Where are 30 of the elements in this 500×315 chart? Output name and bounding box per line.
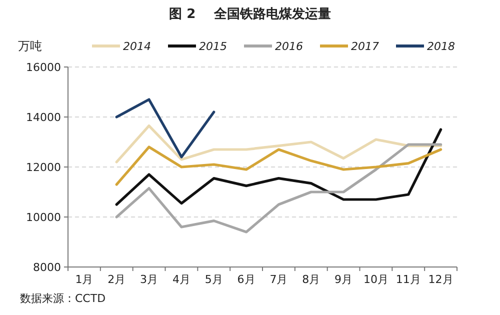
x-tick-label: 7月 — [270, 273, 288, 286]
x-tick-label: 10月 — [363, 273, 388, 286]
x-tick-label: 3月 — [140, 273, 158, 286]
y-tick-label: 12000 — [26, 161, 61, 174]
x-tick-label: 6月 — [237, 273, 256, 286]
y-tick-label: 8000 — [33, 261, 61, 274]
legend-label: 2017 — [351, 40, 379, 53]
line-series — [115, 143, 442, 234]
line-series — [115, 98, 216, 158]
y-tick-label: 10000 — [26, 211, 61, 224]
line-series — [115, 128, 442, 206]
legend-label: 2014 — [123, 40, 151, 53]
line-series — [115, 124, 442, 164]
x-tick-label: 12月 — [428, 273, 454, 286]
x-tick-label: 9月 — [334, 273, 353, 286]
y-tick-label: 14000 — [26, 111, 61, 124]
legend-label: 2016 — [275, 40, 303, 53]
y-axis-title: 万吨 — [18, 39, 42, 53]
x-tick-label: 5月 — [204, 273, 223, 286]
x-tick-label: 11月 — [396, 273, 421, 286]
x-tick-label: 1月 — [75, 273, 94, 286]
legend-label: 2018 — [427, 40, 455, 53]
x-tick-label: 4月 — [172, 273, 190, 286]
legend-label: 2015 — [199, 40, 227, 53]
line-series — [115, 146, 442, 186]
chart-title: 图 2 全国铁路电煤发运量 — [169, 6, 331, 22]
x-tick-label: 8月 — [302, 273, 320, 286]
y-tick-label: 16000 — [26, 61, 61, 74]
x-tick-label: 2月 — [108, 273, 126, 286]
source-note: 数据来源：CCTD — [20, 292, 106, 305]
